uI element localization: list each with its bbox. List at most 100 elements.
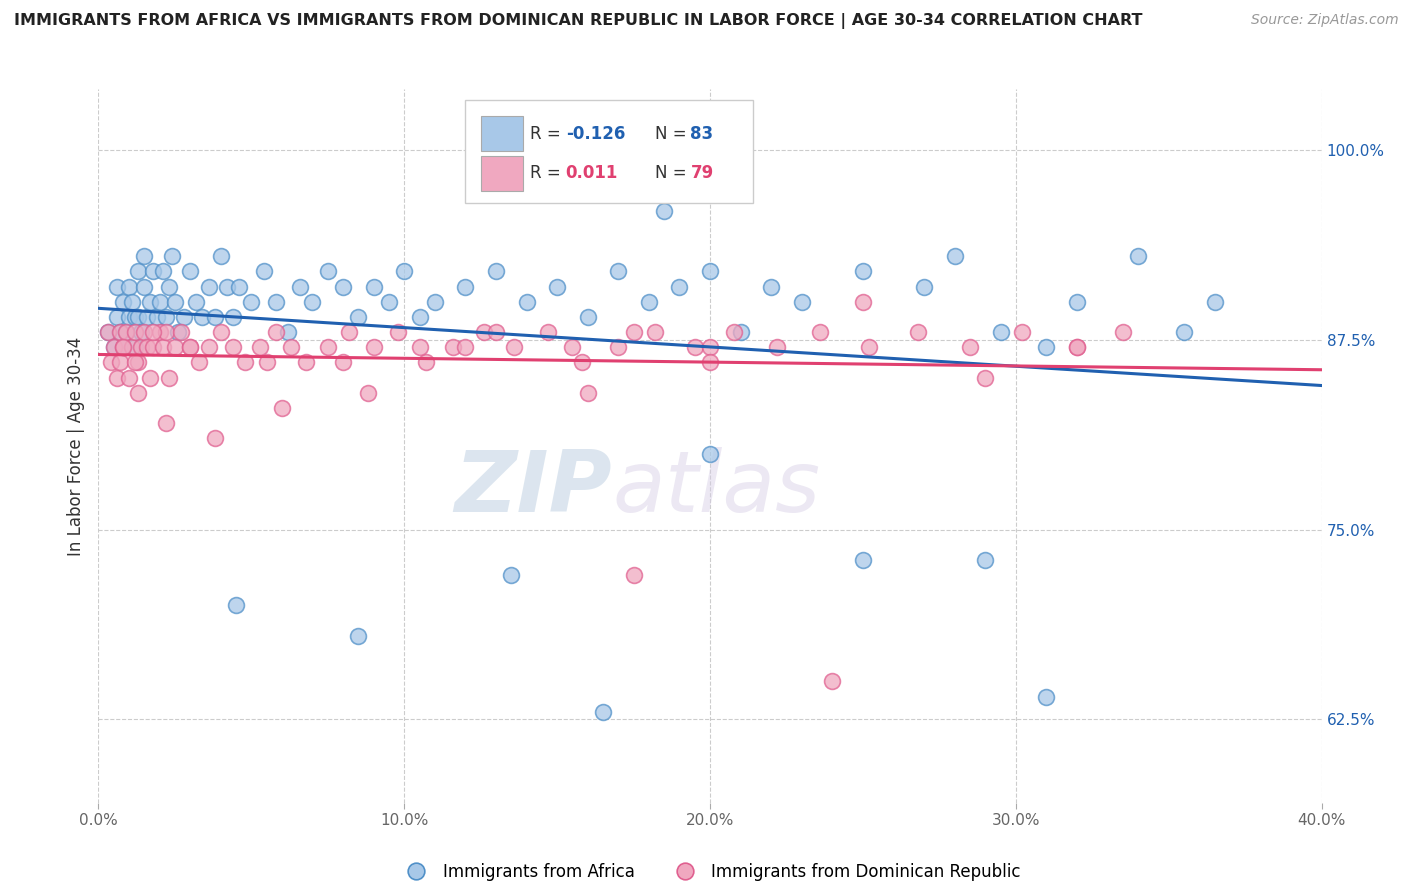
Point xyxy=(249,340,271,354)
Point xyxy=(264,294,287,309)
Text: Source: ZipAtlas.com: Source: ZipAtlas.com xyxy=(1251,13,1399,28)
Point xyxy=(1204,294,1226,309)
Point xyxy=(103,340,125,354)
Point xyxy=(100,355,122,369)
Point xyxy=(252,264,274,278)
Point xyxy=(1035,690,1057,704)
Text: IMMIGRANTS FROM AFRICA VS IMMIGRANTS FROM DOMINICAN REPUBLIC IN LABOR FORCE | AG: IMMIGRANTS FROM AFRICA VS IMMIGRANTS FRO… xyxy=(14,13,1143,29)
Point xyxy=(1128,249,1150,263)
Point xyxy=(142,325,165,339)
Point xyxy=(1035,340,1057,354)
Point xyxy=(129,340,152,354)
Point xyxy=(105,310,128,324)
Point xyxy=(170,325,193,339)
Point xyxy=(392,264,416,278)
Point xyxy=(152,340,174,354)
Point xyxy=(124,310,146,324)
Point xyxy=(155,325,177,339)
Point xyxy=(105,370,128,384)
Point xyxy=(115,325,138,339)
Point xyxy=(111,340,134,354)
Point xyxy=(316,264,339,278)
Point xyxy=(179,340,201,354)
Point xyxy=(652,203,675,218)
Point xyxy=(108,325,131,339)
Point xyxy=(157,279,180,293)
Point xyxy=(280,340,302,354)
Point xyxy=(209,325,232,339)
Point xyxy=(155,310,177,324)
Point xyxy=(149,294,172,309)
Point xyxy=(157,370,180,384)
Point xyxy=(103,340,125,354)
Text: atlas: atlas xyxy=(612,447,820,531)
Point xyxy=(155,416,177,430)
Point xyxy=(97,325,120,339)
Point xyxy=(472,325,495,339)
Point xyxy=(347,310,370,324)
Point xyxy=(115,325,138,339)
Point xyxy=(197,340,219,354)
Point xyxy=(699,264,721,278)
Point xyxy=(118,370,141,384)
Point xyxy=(441,340,464,354)
Point xyxy=(188,355,211,369)
Point xyxy=(1066,294,1088,309)
Point xyxy=(623,568,645,582)
Point xyxy=(118,310,141,324)
Point xyxy=(167,325,190,339)
Text: R =: R = xyxy=(530,164,571,182)
Text: -0.126: -0.126 xyxy=(565,125,626,143)
Point xyxy=(215,279,238,293)
FancyBboxPatch shape xyxy=(465,100,752,203)
Point xyxy=(759,279,782,293)
Point xyxy=(256,355,278,369)
Point xyxy=(1066,340,1088,354)
Text: ZIP: ZIP xyxy=(454,447,612,531)
Point xyxy=(111,340,134,354)
Point xyxy=(990,325,1012,339)
Point xyxy=(683,340,706,354)
Point xyxy=(129,325,152,339)
Point xyxy=(301,294,323,309)
Point xyxy=(173,310,195,324)
Point xyxy=(644,325,666,339)
Point xyxy=(454,340,477,354)
Point xyxy=(730,325,752,339)
Point xyxy=(454,279,477,293)
Point xyxy=(1066,340,1088,354)
Point xyxy=(179,340,201,354)
Point xyxy=(852,553,875,567)
Point xyxy=(186,294,208,309)
Point xyxy=(943,249,966,263)
Point xyxy=(408,340,430,354)
Legend: Immigrants from Africa, Immigrants from Dominican Republic: Immigrants from Africa, Immigrants from … xyxy=(392,856,1028,888)
Point xyxy=(149,325,172,339)
Point xyxy=(516,294,538,309)
Point xyxy=(264,325,287,339)
Point xyxy=(1173,325,1195,339)
Point xyxy=(808,325,831,339)
Point xyxy=(852,264,875,278)
Point xyxy=(485,325,508,339)
Point xyxy=(111,340,134,354)
Point xyxy=(503,340,526,354)
Point xyxy=(571,355,593,369)
Point xyxy=(316,340,339,354)
Point xyxy=(576,385,599,400)
Point xyxy=(134,325,156,339)
Point xyxy=(145,310,167,324)
Point xyxy=(561,340,583,354)
Point xyxy=(277,325,299,339)
Point xyxy=(423,294,446,309)
Point xyxy=(225,599,247,613)
Point xyxy=(97,325,120,339)
Point xyxy=(105,279,128,293)
Point xyxy=(821,674,844,689)
Point xyxy=(118,279,141,293)
Point xyxy=(852,294,875,309)
Point xyxy=(124,325,146,339)
Point xyxy=(222,340,245,354)
Point xyxy=(858,340,880,354)
Text: 0.011: 0.011 xyxy=(565,164,619,182)
